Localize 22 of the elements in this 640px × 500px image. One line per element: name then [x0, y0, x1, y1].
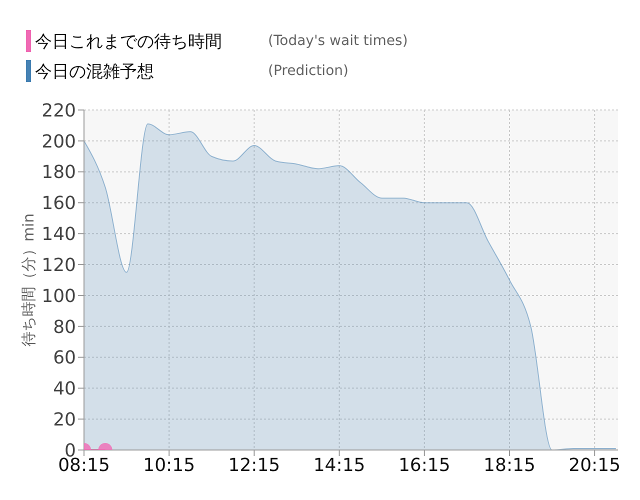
x-tick-label: 16:15: [398, 454, 450, 476]
x-tick-label: 10:15: [143, 454, 196, 476]
x-tick-label: 14:15: [313, 454, 366, 476]
y-tick-label: 100: [42, 286, 76, 307]
y-axis-title: 待ち時間（分）min: [19, 213, 38, 347]
text: (Today's wait times): [268, 32, 408, 51]
legend-label: 今日これまでの待ち時間: [35, 30, 222, 52]
legend-label: 今日の混雑予想: [35, 60, 154, 82]
x-tick-label: 20:15: [568, 454, 621, 476]
y-tick-label: 60: [53, 348, 76, 369]
y-tick-label: 180: [42, 162, 76, 184]
x-tick-label: 18:15: [484, 454, 536, 476]
y-tick-label: 220: [42, 100, 76, 122]
y-tick-label: 140: [42, 224, 76, 246]
text: (Prediction): [268, 62, 350, 81]
y-tick-label: 20: [53, 409, 76, 430]
x-tick-label: 12:15: [228, 454, 280, 476]
y-tick-label: 120: [42, 254, 76, 276]
y-tick-label: 200: [42, 131, 76, 152]
y-tick-label: 40: [53, 378, 76, 400]
y-tick-label: 160: [42, 193, 76, 214]
y-tick-label: 80: [53, 316, 76, 338]
